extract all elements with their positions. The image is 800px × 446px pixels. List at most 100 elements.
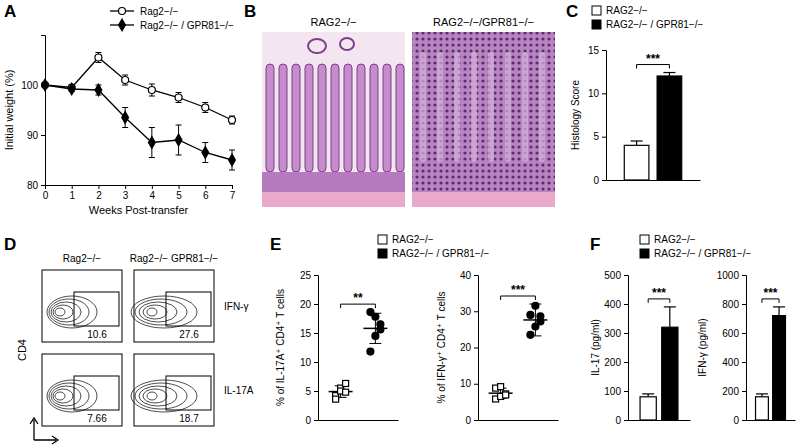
contour [131,380,197,412]
tick-mark [45,185,46,189]
tick: 1000 [717,270,746,281]
error-line [778,307,779,316]
row-label: IL-17A [224,385,254,396]
error-bar [149,128,155,158]
muscle-layer [262,192,405,207]
image-bg [412,32,555,207]
point [367,348,374,355]
contour [49,383,89,409]
point [229,117,236,124]
point [202,147,209,159]
tick-label: 40 [460,270,472,281]
tick-mark [742,275,746,276]
y-axis-title: CD4 [16,339,28,361]
tick: 10 [588,88,606,99]
tick: 40 [460,270,478,281]
point [527,331,534,338]
tick: 80 [27,180,45,191]
gate-percentage: 10.6 [87,329,107,340]
tick-label: 300 [604,328,621,339]
point [503,392,509,398]
error-cap [176,155,182,156]
tick-label: 200 [722,386,739,397]
tick-label: 5 [305,386,311,397]
gate-percentage: 27.6 [179,329,199,340]
submucosa [262,172,405,192]
tick-mark [602,180,606,181]
crypt [305,64,313,172]
tick-label: 500 [604,270,621,281]
crypt [331,64,339,172]
tick-mark [152,185,153,189]
y-axis: 0100200300400500 [604,270,628,426]
contour [53,389,73,403]
tick-mark [314,420,318,421]
tick-label: 5 [176,190,182,201]
point [537,313,544,320]
crypt [420,52,426,162]
bar [756,397,769,420]
tick: 6 [203,185,209,201]
crypt [454,52,460,162]
tick-label: 15 [300,328,312,339]
tick: 400 [604,299,628,310]
tick-label: 0 [43,190,49,201]
axis-line [747,420,796,421]
y-axis: 8090100 [21,36,45,191]
axis-line [742,276,747,421]
tick-label: 90 [27,130,39,141]
flow-plot [42,354,122,426]
tick-label: 0 [593,175,599,186]
legend-label: RAG2−/− / GPR81−/− [392,248,489,259]
legend-swatch [592,20,601,29]
point [377,326,384,333]
axis-line [602,51,607,181]
series-line [45,85,232,160]
point [122,112,129,124]
axis-line [46,186,233,190]
legend-label: RAG2−/− / GPR81−/− [654,248,751,259]
error-cap [773,306,785,307]
tick-mark [624,333,628,334]
gate [166,376,211,410]
contour [55,308,65,316]
crypt [505,52,511,162]
tick: 3 [123,185,129,201]
tick-mark [41,135,45,136]
plot-frame [134,270,214,342]
tick-label: 5 [593,131,599,142]
tick: 0 [593,175,606,186]
tick-mark [742,420,746,421]
tick-label: 80 [27,180,39,191]
tick: 0 [305,415,318,426]
y-axis-title: Initial weight (%) [3,70,15,151]
error-cap [176,92,182,93]
crypt [266,64,274,172]
tick: 25 [300,270,318,281]
contour [139,302,177,322]
tick-mark [602,50,606,51]
tick: 2 [96,185,102,201]
point [68,83,75,95]
axis-arrows [30,418,58,444]
tick-label: 400 [604,299,621,310]
contour [51,302,81,322]
error-bar [95,85,101,95]
x-axis [479,420,559,421]
contour [147,308,157,316]
error-cap [95,52,101,53]
tick: 400 [722,357,746,368]
tick-mark [314,391,318,392]
flow-plot [131,354,214,426]
contour [47,296,97,328]
tick-mark [624,420,628,421]
column-label: Rag2−/− GPR81−/− [130,253,219,264]
tick-mark [624,275,628,276]
gate [166,292,211,326]
legend-label: RAG2−/− [392,234,434,245]
gate-percentage: 18.7 [179,413,199,424]
contour [143,389,167,403]
point [122,77,129,84]
x-axis: 01234567 [43,185,236,201]
legend-swatch [378,249,387,258]
